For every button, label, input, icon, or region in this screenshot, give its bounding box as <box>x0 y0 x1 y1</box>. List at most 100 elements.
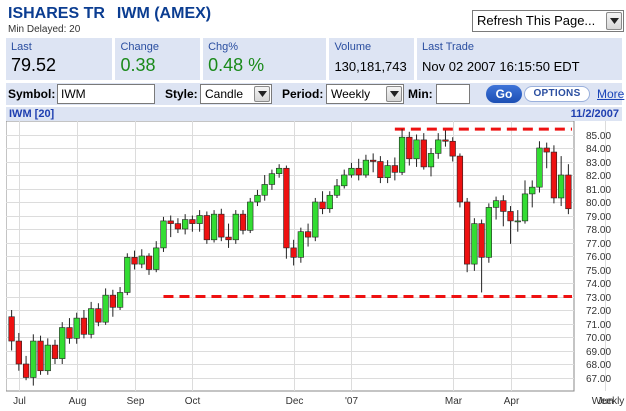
y-tick-label: 75.00 <box>586 266 611 277</box>
x-tick-label: Mar <box>445 396 463 407</box>
candle-body <box>565 174 572 210</box>
change-cell: Change 0.38 <box>115 38 201 80</box>
chevron-down-icon[interactable] <box>606 12 622 30</box>
y-tick-label: 80.00 <box>586 198 611 209</box>
lasttrade-cell: Last Trade Nov 02 2007 16:15:50 EDT <box>417 38 623 80</box>
candle-body <box>319 201 326 210</box>
y-tick-label: 68.00 <box>586 360 611 371</box>
candle-body <box>203 215 210 241</box>
candle-body <box>543 147 550 153</box>
go-button[interactable]: Go <box>486 85 522 103</box>
candle-body <box>109 294 116 308</box>
y-tick-label: 69.00 <box>586 347 611 358</box>
frequency-label: Weekly <box>592 396 625 407</box>
candle-body <box>189 219 196 224</box>
y-tick-label: 83.00 <box>586 158 611 169</box>
change-value: 0.38 <box>120 55 156 75</box>
candle-body <box>297 231 304 258</box>
candle-body <box>210 213 218 241</box>
candle-body <box>261 184 268 196</box>
x-tick-label: Jul <box>13 396 26 407</box>
change-label: Change <box>120 41 160 53</box>
y-tick-label: 74.00 <box>586 279 611 290</box>
candle-body <box>471 223 478 265</box>
y-tick-label: 81.00 <box>586 185 611 196</box>
candle-body <box>370 159 377 162</box>
candle-body <box>435 139 442 154</box>
period-select[interactable]: Weekly <box>326 84 404 104</box>
candle-body <box>384 165 391 178</box>
y-tick-label: 77.00 <box>586 239 611 250</box>
x-tick-label: Jun <box>597 396 613 407</box>
period-label: Period: <box>282 87 324 101</box>
candle-body <box>59 327 66 359</box>
lasttrade-label: Last Trade <box>422 41 475 53</box>
candle-body <box>247 201 254 231</box>
title-bar: ISHARES TR IWM (AMEX) Min Delayed: 20 Ref… <box>0 0 626 40</box>
candle-body <box>536 147 543 188</box>
x-tick-label: Apr <box>504 396 520 407</box>
chgpct-value: 0.48 % <box>208 55 265 75</box>
candle-body <box>348 167 355 176</box>
chart-panel: IWM [20] 11/2/2007 67.00 68.00 69.00 70.00 7… <box>6 107 626 411</box>
candle-body <box>88 308 95 335</box>
volume-label: Volume <box>334 41 372 53</box>
period-select-value: Weekly <box>331 87 371 101</box>
candle-body <box>485 207 492 258</box>
candle-body <box>160 220 167 249</box>
last-cell: Last 79.52 <box>6 38 113 80</box>
volume-cell: Volume 130,181,743 <box>329 38 415 80</box>
candle-body <box>225 236 232 241</box>
security-name: ISHARES TR <box>8 5 105 22</box>
refresh-select[interactable]: Refresh This Page... <box>472 10 624 32</box>
chart-symbol: IWM [20] <box>9 108 55 120</box>
candle-body <box>37 340 44 372</box>
options-button[interactable]: OPTIONS <box>524 86 590 102</box>
candlestick-chart[interactable]: 67.00 68.00 69.00 70.00 71.00 72.00 73.00 74.00… <box>6 121 626 411</box>
candle-body <box>30 340 37 378</box>
candle-body <box>442 139 449 142</box>
min-input[interactable] <box>436 84 470 104</box>
candle-body <box>550 151 558 199</box>
chevron-down-icon[interactable] <box>386 86 402 102</box>
style-select[interactable]: Candle <box>200 84 272 104</box>
candle-body <box>167 220 174 224</box>
candle-body <box>80 317 88 335</box>
security-title: ISHARES TR IWM (AMEX) <box>8 5 211 23</box>
volume-value: 130,181,743 <box>334 59 407 74</box>
candle-body <box>182 219 189 230</box>
candle-body <box>456 155 464 203</box>
symbol-input[interactable] <box>57 84 155 104</box>
candle-body <box>355 167 362 176</box>
chart-header: IWM [20] 11/2/2007 <box>6 107 622 121</box>
chart-date: 11/2/2007 <box>570 108 619 120</box>
candle-body <box>558 174 565 199</box>
chevron-down-icon[interactable] <box>254 86 270 102</box>
candle-body <box>131 257 138 265</box>
y-tick-label: 85.00 <box>586 131 611 142</box>
candle-body <box>478 223 485 258</box>
style-label: Style: <box>165 87 198 101</box>
candle-body <box>51 344 59 359</box>
y-tick-label: 67.00 <box>586 374 611 385</box>
min-label: Min: <box>408 87 433 101</box>
candle-body <box>341 174 348 187</box>
more-link[interactable]: More <box>597 87 625 101</box>
delay-note: Min Delayed: 20 <box>8 24 81 35</box>
chgpct-cell: Chg% 0.48 % <box>203 38 327 80</box>
candle-body <box>22 363 30 378</box>
lasttrade-value: Nov 02 2007 16:15:50 EDT <box>422 59 580 74</box>
candle-body <box>66 327 73 339</box>
y-tick-label: 84.00 <box>586 144 611 155</box>
candle-body <box>449 140 456 157</box>
candle-body <box>377 161 384 179</box>
candle-body <box>15 340 22 365</box>
candle-body <box>145 255 153 270</box>
candle-body <box>514 220 521 223</box>
candle-body <box>326 194 333 210</box>
security-ticker: IWM (AMEX) <box>116 5 212 22</box>
candle-body <box>276 167 283 174</box>
candle-body <box>398 136 406 173</box>
candle-body <box>116 292 124 308</box>
refresh-select-value: Refresh This Page... <box>477 13 596 28</box>
